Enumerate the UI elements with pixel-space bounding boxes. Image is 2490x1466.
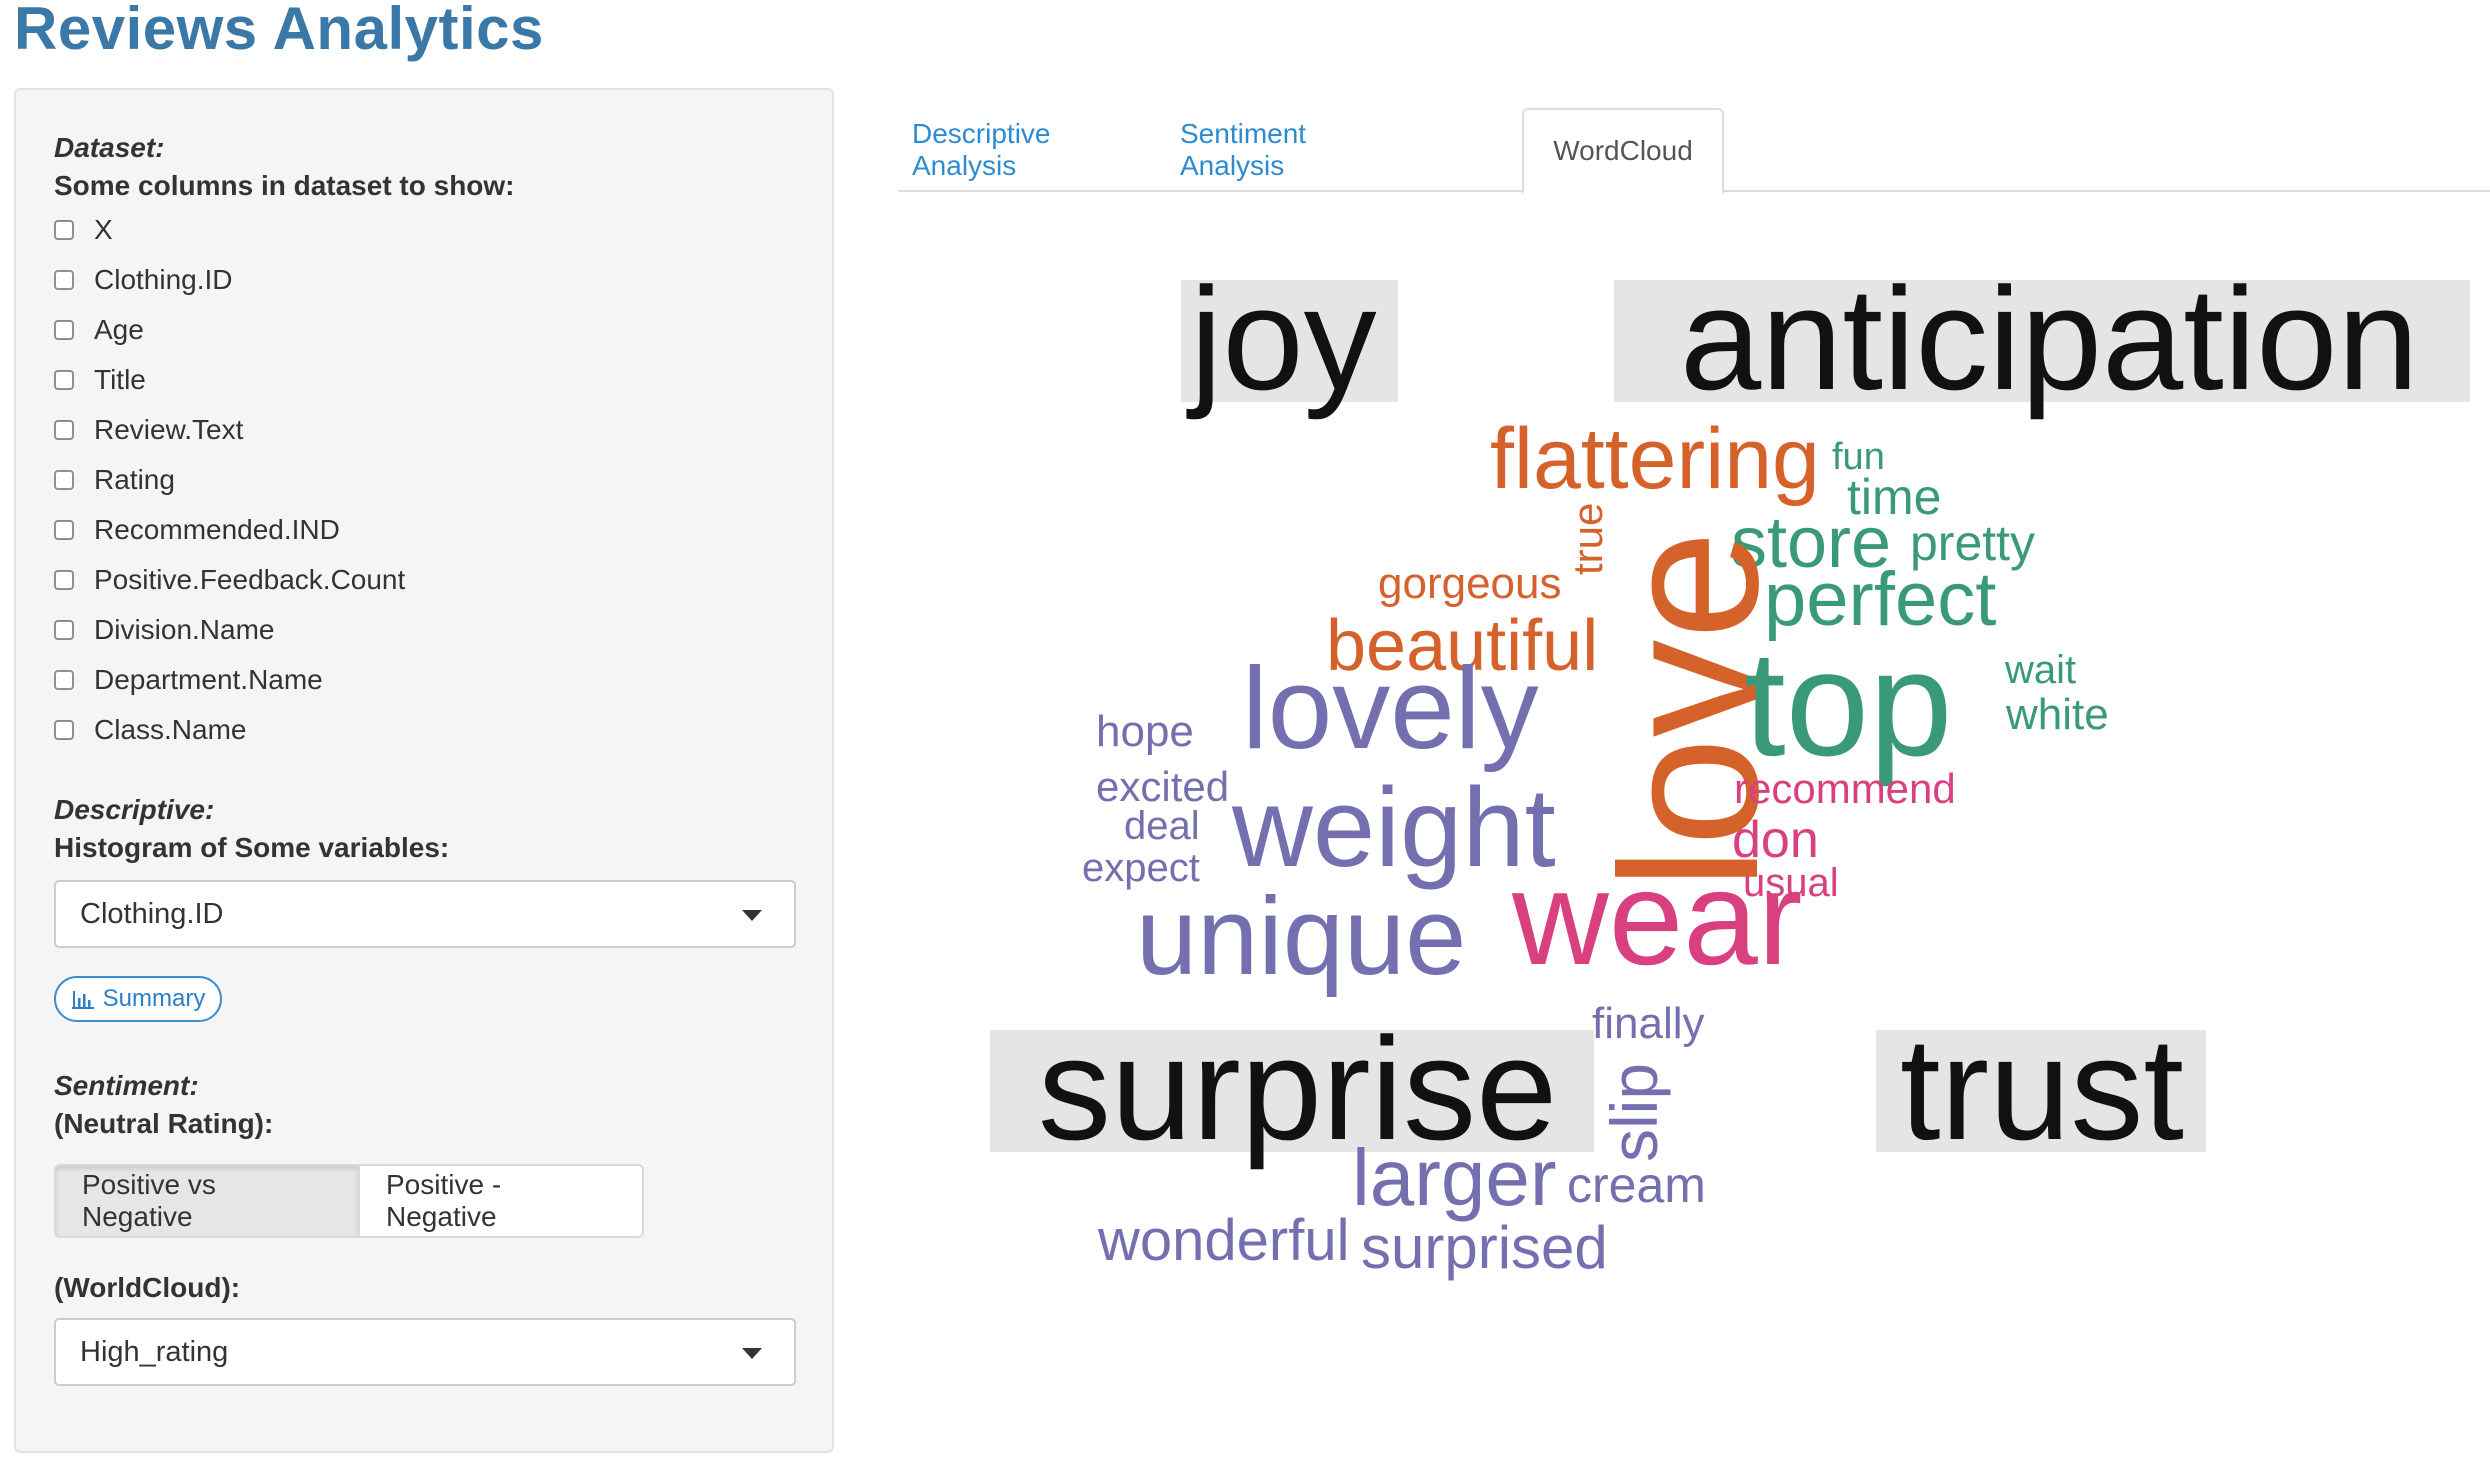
word-larger: larger xyxy=(1352,1133,1557,1222)
checkbox-x[interactable]: X xyxy=(54,210,113,250)
word-recommend: recommend xyxy=(1734,765,1956,812)
highlight-box xyxy=(990,1030,1594,1152)
word-slip: slip xyxy=(1597,1062,1671,1162)
word-usual: usual xyxy=(1743,861,1839,905)
word-wonderful: wonderful xyxy=(1098,1208,1350,1273)
word-wear: wear xyxy=(1512,844,1803,993)
word-weight: weight xyxy=(1232,765,1556,890)
sentiment-section-title: Sentiment: xyxy=(54,1070,199,1101)
checkbox-box[interactable] xyxy=(54,270,74,290)
word-don: don xyxy=(1732,811,1819,869)
checkbox-label: Recommended.IND xyxy=(94,514,340,545)
summary-button[interactable]: Summary xyxy=(54,976,222,1022)
histogram-variable-select[interactable]: Clothing.ID xyxy=(54,880,796,948)
histogram-label: Histogram of Some variables: xyxy=(54,832,450,863)
checkbox-label: X xyxy=(94,214,113,245)
checkbox-age[interactable]: Age xyxy=(54,310,144,350)
word-deal: deal xyxy=(1124,804,1200,848)
checkbox-label: Clothing.ID xyxy=(94,264,233,295)
word-surprised: surprised xyxy=(1361,1214,1608,1281)
word-lovely: lovely xyxy=(1242,643,1539,773)
checkbox-label: Rating xyxy=(94,464,175,495)
checkbox-label: Title xyxy=(94,364,146,395)
checkbox-label: Department.Name xyxy=(94,664,323,695)
positive-minus-negative-button[interactable]: Positive - Negative xyxy=(360,1164,644,1238)
word-time: time xyxy=(1847,469,1942,525)
wordcloud-rating-select[interactable]: High_rating xyxy=(54,1318,796,1386)
highlight-box xyxy=(1614,280,2470,402)
word-cream: cream xyxy=(1567,1157,1706,1213)
checkbox-review-text[interactable]: Review.Text xyxy=(54,410,243,450)
word-top: top xyxy=(1744,619,1953,787)
bar-chart-icon xyxy=(71,991,94,1009)
wordcloud-plot: joy anticipation surprise trust flatteri… xyxy=(898,200,2490,1320)
checkbox-box[interactable] xyxy=(54,320,74,340)
word-pretty: pretty xyxy=(1910,515,2036,571)
highlight-box xyxy=(1181,280,1398,402)
dataset-section-title: Dataset: xyxy=(54,132,165,163)
sentiment-word-joy: joy xyxy=(1190,257,1377,420)
tab-sentiment-analysis[interactable]: Sentiment Analysis xyxy=(1180,118,1307,181)
word-white: white xyxy=(2006,690,2109,739)
word-unique: unique xyxy=(1136,875,1467,998)
word-finally: finally xyxy=(1592,999,1705,1048)
sentiment-word-surprise: surprise xyxy=(1038,1007,1558,1170)
checkbox-box[interactable] xyxy=(54,520,74,540)
checkbox-recommended-ind[interactable]: Recommended.IND xyxy=(54,510,340,550)
checkbox-box[interactable] xyxy=(54,420,74,440)
wordcloud-label: (WorldCloud): xyxy=(54,1272,241,1303)
checkbox-rating[interactable]: Rating xyxy=(54,460,175,500)
columns-label: Some columns in dataset to show: xyxy=(54,170,515,201)
word-perfect: perfect xyxy=(1764,557,1997,642)
word-hope: hope xyxy=(1096,707,1194,756)
checkbox-title[interactable]: Title xyxy=(54,360,146,400)
word-flattering: flattering xyxy=(1490,411,1820,507)
checkbox-department-name[interactable]: Department.Name xyxy=(54,660,323,700)
word-excited: excited xyxy=(1096,763,1230,810)
word-store: store xyxy=(1731,503,1892,583)
word-expect: expect xyxy=(1082,846,1200,890)
checkbox-label: Age xyxy=(94,314,144,345)
checkbox-box[interactable] xyxy=(54,570,74,590)
word-gorgeous: gorgeous xyxy=(1378,559,1562,608)
checkbox-division-name[interactable]: Division.Name xyxy=(54,610,275,650)
checkbox-box[interactable] xyxy=(54,620,74,640)
checkbox-label: Division.Name xyxy=(94,614,275,645)
app-title: Reviews Analytics xyxy=(14,0,544,62)
histogram-select-value: Clothing.ID xyxy=(80,897,224,930)
sentiment-word-anticipation: anticipation xyxy=(1680,257,2419,420)
summary-button-label: Summary xyxy=(102,985,206,1012)
checkbox-label: Positive.Feedback.Count xyxy=(94,564,406,595)
checkbox-clothing-id[interactable]: Clothing.ID xyxy=(54,260,233,300)
caret-down-icon xyxy=(742,1348,762,1359)
word-beautiful: beautiful xyxy=(1326,606,1599,686)
sidebar-panel: Dataset: Some columns in dataset to show… xyxy=(14,88,834,1453)
word-fun: fun xyxy=(1832,436,1885,478)
caret-down-icon xyxy=(742,910,762,921)
descriptive-section-title: Descriptive: xyxy=(54,794,215,825)
wordcloud-select-value: High_rating xyxy=(80,1335,229,1368)
sentiment-toggle-group: Positive vs Negative Positive - Negative xyxy=(54,1164,644,1238)
tab-wordcloud[interactable]: WordCloud xyxy=(1522,108,1724,194)
positive-vs-negative-button[interactable]: Positive vs Negative xyxy=(54,1164,360,1238)
checkbox-label: Review.Text xyxy=(94,414,244,445)
checkbox-positive-feedback-count[interactable]: Positive.Feedback.Count xyxy=(54,560,405,600)
checkbox-box[interactable] xyxy=(54,470,74,490)
word-wait: wait xyxy=(2005,648,2077,692)
checkbox-box[interactable] xyxy=(54,720,74,740)
checkbox-box[interactable] xyxy=(54,370,74,390)
checkbox-box[interactable] xyxy=(54,220,74,240)
tab-descriptive-analysis[interactable]: Descriptive Analysis xyxy=(912,118,1051,181)
checkbox-label: Class.Name xyxy=(94,714,247,745)
tab-bar: Descriptive Analysis Sentiment Analysis … xyxy=(898,108,2490,194)
checkbox-class-name[interactable]: Class.Name xyxy=(54,710,246,750)
highlight-box xyxy=(1876,1030,2206,1152)
sentiment-word-trust: trust xyxy=(1900,1007,2184,1170)
neutral-rating-label: (Neutral Rating): xyxy=(54,1108,274,1139)
checkbox-box[interactable] xyxy=(54,670,74,690)
